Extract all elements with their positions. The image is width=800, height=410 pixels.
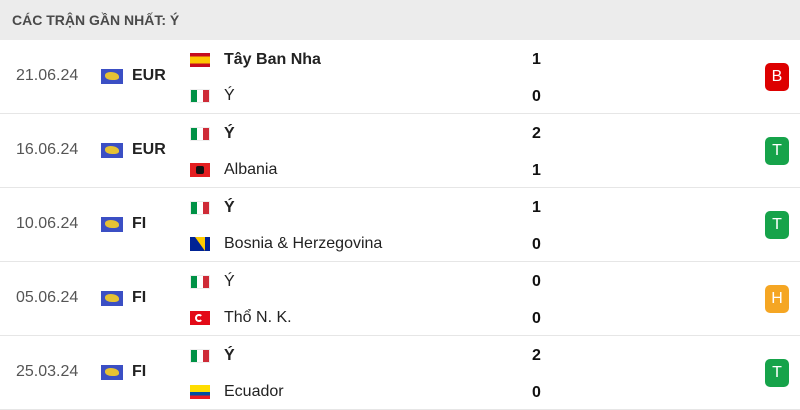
it-flag-icon <box>190 89 210 103</box>
team-name: Ecuador <box>224 383 284 400</box>
competition: FI <box>101 363 146 381</box>
home-score: 0 <box>532 273 541 290</box>
it-flag-icon <box>190 349 210 363</box>
al-flag-icon <box>190 163 210 177</box>
home-team[interactable]: Ý <box>190 273 235 291</box>
world-map-icon <box>101 290 123 306</box>
team-name: Albania <box>224 161 278 178</box>
home-team[interactable]: Ý <box>190 125 235 143</box>
ba-flag-icon <box>190 237 210 251</box>
away-team[interactable]: Ecuador <box>190 383 284 401</box>
match-date: 16.06.24 <box>16 141 79 158</box>
home-score: 2 <box>532 347 541 364</box>
section-title: CÁC TRẬN GẦN NHẤT: Ý <box>12 12 180 28</box>
away-score: 0 <box>532 310 541 327</box>
result-badge: T <box>765 211 789 239</box>
world-map-icon <box>101 364 123 380</box>
match-date: 05.06.24 <box>16 289 79 306</box>
competition-label: EUR <box>132 141 166 158</box>
away-score: 0 <box>532 384 541 401</box>
away-team[interactable]: Albania <box>190 161 277 179</box>
result-badge: H <box>765 285 789 313</box>
team-name: Ý <box>224 87 235 104</box>
result-badge: B <box>765 63 789 91</box>
match-row[interactable]: 21.06.24 EUR Tây Ban Nha Ý 1 0 B <box>0 40 800 114</box>
competition-label: FI <box>132 363 147 380</box>
match-date: 25.03.24 <box>16 363 79 380</box>
competition: EUR <box>101 141 166 159</box>
match-row[interactable]: 16.06.24 EUR Ý Albania 2 1 T <box>0 114 800 188</box>
competition: FI <box>101 289 146 307</box>
team-name: Ý <box>224 273 235 290</box>
competition: EUR <box>101 67 166 85</box>
team-name: Ý <box>224 347 235 364</box>
away-team[interactable]: Ý <box>190 87 235 105</box>
team-name: Thổ N. K. <box>224 309 292 326</box>
match-row[interactable]: 05.06.24 FI Ý Thổ N. K. 0 0 H <box>0 262 800 336</box>
away-score: 0 <box>532 88 541 105</box>
team-name: Bosnia & Herzegovina <box>224 235 383 252</box>
result-badge: T <box>765 137 789 165</box>
world-map-icon <box>101 68 123 84</box>
world-map-icon <box>101 142 123 158</box>
result-badge: T <box>765 359 789 387</box>
section-header: CÁC TRẬN GẦN NHẤT: Ý <box>0 0 800 40</box>
competition-label: EUR <box>132 67 166 84</box>
home-team[interactable]: Ý <box>190 347 235 365</box>
match-date: 21.06.24 <box>16 67 79 84</box>
it-flag-icon <box>190 275 210 289</box>
home-score: 1 <box>532 199 541 216</box>
competition-label: FI <box>132 289 147 306</box>
away-score: 1 <box>532 162 541 179</box>
es-flag-icon <box>190 53 210 67</box>
home-score: 1 <box>532 51 541 68</box>
tr-flag-icon <box>190 311 210 325</box>
team-name: Tây Ban Nha <box>224 51 321 68</box>
match-row[interactable]: 10.06.24 FI Ý Bosnia & Herzegovina 1 0 T <box>0 188 800 262</box>
ec-flag-icon <box>190 385 210 399</box>
team-name: Ý <box>224 125 235 142</box>
competition-label: FI <box>132 215 147 232</box>
away-score: 0 <box>532 236 541 253</box>
team-name: Ý <box>224 199 235 216</box>
home-score: 2 <box>532 125 541 142</box>
match-row[interactable]: 25.03.24 FI Ý Ecuador 2 0 T <box>0 336 800 410</box>
it-flag-icon <box>190 127 210 141</box>
away-team[interactable]: Thổ N. K. <box>190 309 292 327</box>
world-map-icon <box>101 216 123 232</box>
competition: FI <box>101 215 146 233</box>
away-team[interactable]: Bosnia & Herzegovina <box>190 235 382 253</box>
home-team[interactable]: Ý <box>190 199 235 217</box>
it-flag-icon <box>190 201 210 215</box>
match-date: 10.06.24 <box>16 215 79 232</box>
home-team[interactable]: Tây Ban Nha <box>190 51 321 69</box>
match-list: 21.06.24 EUR Tây Ban Nha Ý 1 0 B 16.06.2… <box>0 40 800 410</box>
